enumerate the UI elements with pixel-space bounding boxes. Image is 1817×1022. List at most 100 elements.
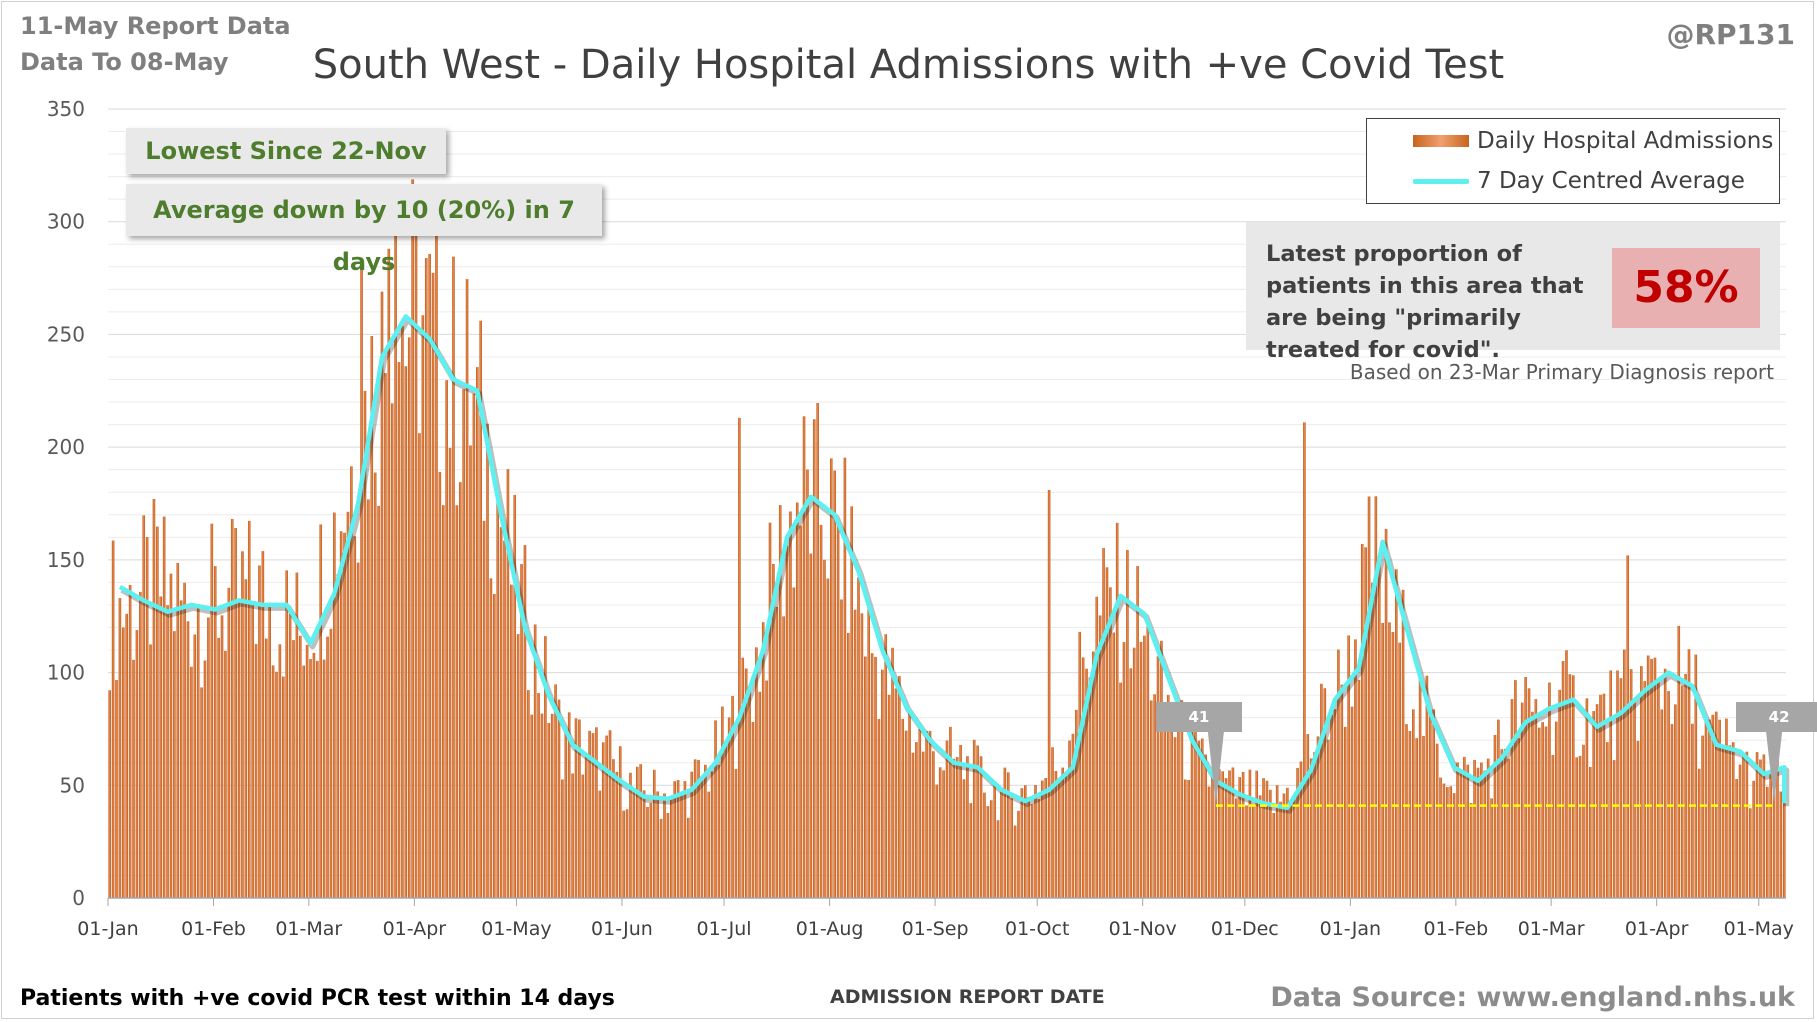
admission-bar bbox=[1163, 705, 1167, 898]
admission-bar bbox=[1677, 625, 1681, 898]
y-tick-label: 150 bbox=[47, 548, 85, 572]
admission-bar bbox=[904, 730, 908, 898]
admission-bar bbox=[972, 739, 976, 898]
admission-bar bbox=[802, 416, 806, 898]
admission-bar bbox=[1051, 747, 1054, 898]
admission-bar bbox=[390, 403, 394, 898]
admission-bar bbox=[1299, 761, 1303, 898]
admission-bar bbox=[377, 505, 380, 898]
admission-bar bbox=[1660, 709, 1664, 898]
admission-bar bbox=[1701, 735, 1704, 898]
admission-bar bbox=[635, 766, 639, 898]
admission-bar bbox=[1211, 772, 1214, 898]
admission-bar bbox=[367, 499, 370, 898]
admission-bar bbox=[1115, 522, 1119, 898]
x-axis-title: ADMISSION REPORT DATE bbox=[830, 986, 1105, 1008]
admission-bar bbox=[145, 537, 149, 898]
admission-bar bbox=[510, 584, 513, 898]
admission-bar bbox=[1738, 764, 1742, 898]
admission-bar bbox=[564, 731, 568, 898]
admission-bar bbox=[370, 336, 374, 898]
admission-bar bbox=[554, 684, 557, 898]
admission-bar bbox=[550, 713, 554, 898]
admission-bar bbox=[486, 423, 489, 898]
admission-bar bbox=[1609, 670, 1613, 898]
admission-bar bbox=[1010, 798, 1013, 898]
admission-bar bbox=[1680, 685, 1684, 898]
admission-bar bbox=[1548, 682, 1551, 898]
admission-bar bbox=[533, 624, 537, 898]
x-tick-label: 01-Feb bbox=[1424, 918, 1489, 940]
admission-bar bbox=[932, 751, 935, 898]
admission-bar bbox=[949, 726, 952, 898]
admission-bar bbox=[840, 599, 843, 898]
admission-bar bbox=[938, 767, 942, 898]
admission-bar bbox=[659, 818, 663, 898]
admission-bar bbox=[322, 659, 326, 898]
admission-bar bbox=[768, 522, 772, 898]
admission-bar bbox=[288, 614, 292, 898]
average-line bbox=[118, 314, 1787, 811]
admission-bar bbox=[523, 545, 527, 898]
admission-bar bbox=[350, 466, 353, 898]
admission-bar bbox=[271, 665, 275, 898]
admission-bar bbox=[268, 602, 271, 898]
admission-bar bbox=[329, 628, 333, 898]
admission-bar bbox=[122, 627, 125, 898]
admission-bar bbox=[254, 644, 258, 898]
admission-bar bbox=[1020, 788, 1024, 898]
admission-bar bbox=[1541, 722, 1544, 898]
admission-bar bbox=[469, 445, 472, 898]
admission-bar bbox=[761, 622, 765, 898]
admission-bar bbox=[438, 471, 442, 898]
admission-bar bbox=[1507, 758, 1510, 898]
admission-bar bbox=[850, 506, 853, 898]
admission-bar bbox=[1752, 780, 1755, 898]
admission-bar bbox=[612, 759, 615, 898]
admission-bar bbox=[717, 764, 721, 898]
admission-bar bbox=[1364, 547, 1367, 898]
admission-bar bbox=[741, 657, 745, 898]
admission-bar bbox=[693, 759, 697, 898]
admission-bar bbox=[1136, 566, 1139, 898]
admission-bar bbox=[489, 578, 493, 898]
admission-bar bbox=[870, 653, 874, 898]
admission-bar bbox=[135, 630, 139, 898]
admission-bar bbox=[1517, 738, 1521, 898]
admission-bar bbox=[1663, 668, 1667, 898]
admission-bar bbox=[1490, 798, 1493, 898]
admission-bar bbox=[353, 536, 357, 898]
admission-bar bbox=[996, 820, 1000, 898]
y-tick-label: 100 bbox=[47, 661, 85, 685]
admission-bar bbox=[595, 727, 598, 898]
admission-bar bbox=[857, 577, 860, 898]
admission-bar bbox=[925, 730, 928, 898]
admission-bar bbox=[397, 362, 401, 898]
admission-bar bbox=[275, 671, 278, 898]
admission-bar bbox=[132, 659, 135, 898]
admission-bar bbox=[1282, 793, 1286, 898]
admission-bar bbox=[1139, 641, 1143, 898]
admission-bar bbox=[993, 784, 996, 898]
admission-bar bbox=[1088, 677, 1092, 898]
admission-bar bbox=[1412, 709, 1415, 898]
admission-bar bbox=[867, 602, 871, 898]
admission-bar bbox=[360, 260, 363, 899]
admission-bar bbox=[1452, 793, 1456, 898]
admission-bar bbox=[605, 735, 608, 898]
admission-bar bbox=[1531, 711, 1534, 898]
admission-bar bbox=[1623, 649, 1626, 898]
admission-bar bbox=[1173, 737, 1177, 898]
x-tick-label: 01-Jan bbox=[1320, 918, 1381, 940]
admission-bar bbox=[1054, 770, 1058, 898]
admission-bar bbox=[1156, 656, 1160, 898]
admission-bar bbox=[646, 807, 649, 898]
admission-bar bbox=[428, 253, 431, 899]
admission-bar bbox=[1132, 647, 1136, 898]
admission-bar bbox=[1674, 704, 1677, 898]
admission-bar bbox=[152, 498, 156, 898]
admission-bar bbox=[1735, 778, 1738, 898]
admission-bar bbox=[1606, 742, 1609, 898]
admission-bar bbox=[1367, 496, 1371, 898]
admission-bar bbox=[305, 644, 309, 898]
